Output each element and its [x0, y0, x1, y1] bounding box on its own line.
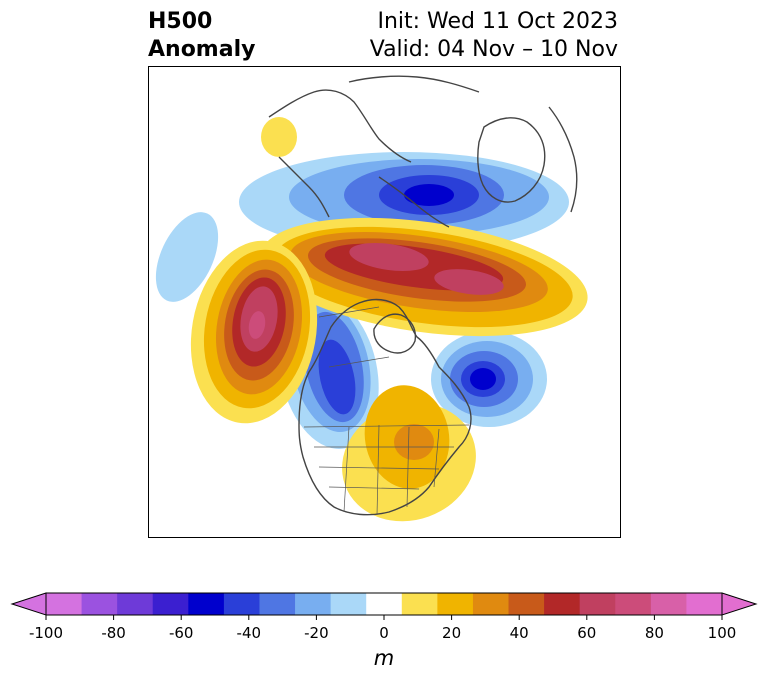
colorbar-segment — [401, 593, 438, 615]
anomaly-map — [148, 66, 621, 538]
colorbar-segment — [330, 593, 367, 615]
colorbar-tick-label: 0 — [379, 624, 389, 642]
colorbar-extend-low — [10, 592, 47, 616]
field-type: Anomaly — [148, 37, 256, 62]
colorbar-extend-high — [721, 592, 758, 616]
colorbar-segment — [472, 593, 510, 615]
colorbar-segment — [81, 593, 118, 615]
anomaly-pacific-trough — [155, 212, 219, 302]
colorbar-tick-label: 40 — [509, 624, 529, 642]
init-time: Init: Wed 11 Oct 2023 — [377, 9, 618, 34]
anomaly-eastern-ridge — [342, 385, 476, 522]
colorbar-tick-label: -20 — [304, 624, 329, 642]
field-name: H500 — [148, 9, 213, 34]
colorbar-segment — [508, 593, 545, 615]
coastlines — [268, 75, 578, 516]
colorbar-segment — [223, 593, 260, 615]
colorbar-unit: m — [373, 646, 395, 670]
colorbar — [10, 592, 758, 620]
colorbar-segment — [259, 593, 296, 615]
colorbar-segment — [188, 593, 225, 615]
colorbar-segment — [544, 593, 581, 615]
title-right: Init: Wed 11 Oct 2023 Valid: 04 Nov – 10… — [370, 8, 618, 64]
map-canvas — [155, 75, 588, 522]
anomaly-western-trough — [279, 295, 379, 449]
political-borders — [303, 306, 470, 516]
colorbar-tick-label: 80 — [644, 624, 664, 642]
colorbar-tick-label: -100 — [28, 624, 64, 642]
colorbar-tick-label: -40 — [236, 624, 262, 642]
colorbar-segment — [46, 593, 83, 615]
colorbar-segment — [152, 593, 189, 615]
colorbar-segment — [650, 593, 687, 615]
colorbar-segment — [295, 593, 332, 615]
anomaly-atlantic-trough — [431, 331, 547, 427]
colorbar-segment — [366, 593, 403, 615]
colorbar-segment — [615, 593, 652, 615]
colorbar-tick-label: -80 — [101, 624, 126, 642]
colorbar-segment — [686, 593, 723, 615]
colorbar-segment — [579, 593, 616, 615]
anomaly-alaska-ridge — [261, 117, 297, 157]
colorbar-tick-label: 60 — [577, 624, 597, 642]
valid-period: Valid: 04 Nov – 10 Nov — [369, 37, 618, 62]
colorbar-tick-label: -60 — [168, 624, 194, 642]
anomaly-gulf-ridge — [190, 240, 318, 424]
colorbar-segment — [117, 593, 154, 615]
colorbar-tick-label: 100 — [707, 624, 737, 642]
anomaly-canada-ridge — [260, 217, 588, 337]
colorbar-tick-label: 20 — [442, 624, 462, 642]
title-left: H500 Anomaly — [148, 8, 255, 64]
colorbar-segment — [437, 593, 474, 615]
